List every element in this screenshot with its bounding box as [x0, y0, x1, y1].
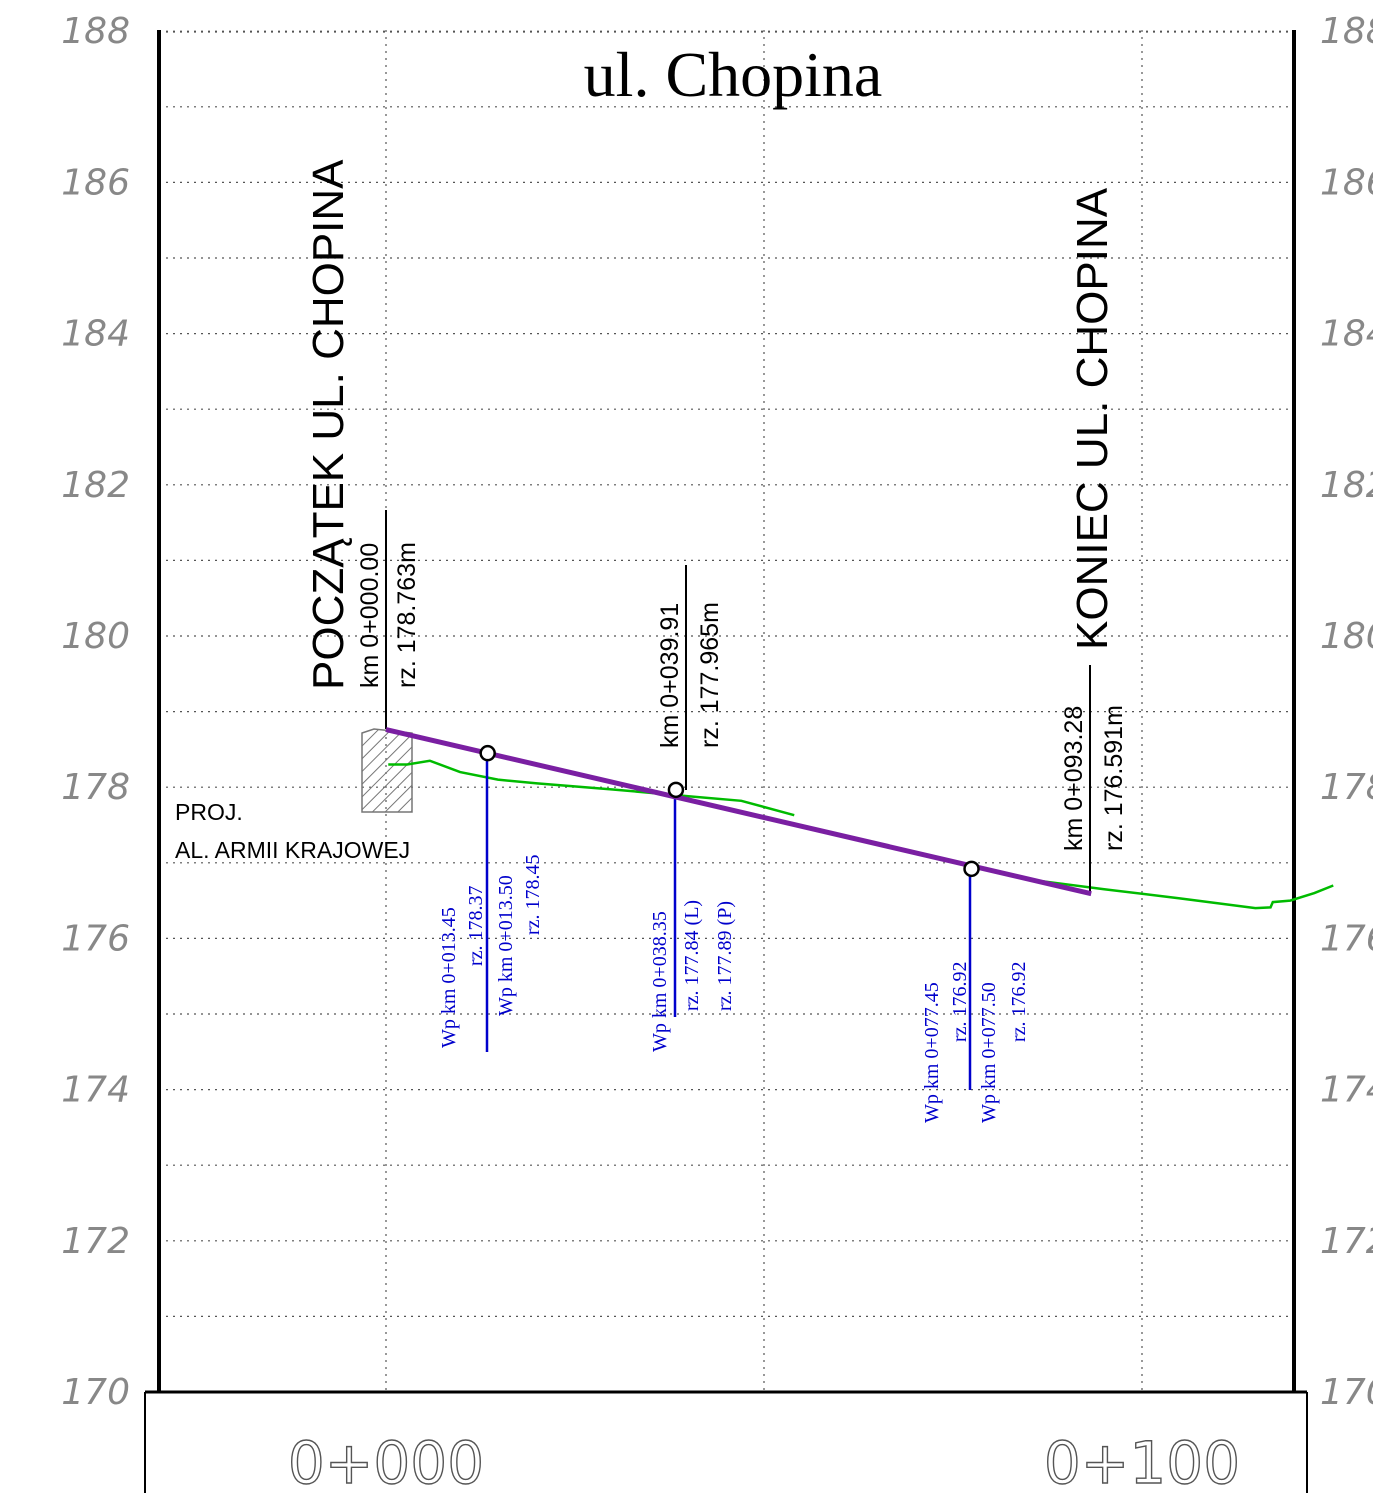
station-end-km: km 0+093.28 — [1060, 706, 1088, 851]
start-label: POCZĄTEK UL. CHOPINA — [304, 159, 353, 690]
well-3-label-2: rz. 176.92 — [949, 961, 971, 1042]
well-1-label-1: Wp km 0+013.45 — [438, 907, 460, 1048]
elevation-label-right-178: 178 — [1320, 767, 1373, 808]
well-1-label-3: Wp km 0+013.50 — [495, 875, 517, 1016]
station-start-rz: rz. 178.763m — [393, 542, 421, 688]
well-3-label-1: Wp km 0+077.45 — [921, 982, 943, 1123]
well-2-label-3: rz. 177.89 (P) — [714, 901, 736, 1011]
proj-label-line1: PROJ. — [175, 799, 243, 825]
elevation-label-188: 188 — [61, 11, 130, 52]
terrain-line-left — [388, 759, 795, 817]
elevation-label-176: 176 — [61, 918, 130, 959]
well-1-label-4: rz. 178.45 — [522, 854, 544, 935]
station-end-rz: rz. 176.591m — [1100, 705, 1128, 851]
well-1-label-2: rz. 178.37 — [465, 885, 487, 966]
elevation-labels-left: 170 172 174 176 178 180 182 184 186 188 — [61, 11, 130, 1413]
chainage-label-end: 0+100 — [1044, 1429, 1240, 1493]
elevation-label-172: 172 — [61, 1221, 130, 1262]
elevation-label-186: 186 — [61, 162, 130, 203]
elevation-label-right-182: 182 — [1320, 465, 1373, 506]
horizontal-grid — [159, 30, 1294, 1318]
elevation-label-right-184: 184 — [1320, 314, 1373, 355]
station-mid-km: km 0+039.91 — [656, 603, 684, 748]
well-points — [479, 744, 980, 878]
terrain-line-right — [1028, 878, 1334, 910]
end-label: KONIEC UL. CHOPINA — [1068, 187, 1117, 650]
elevation-label-182: 182 — [61, 465, 130, 506]
elevation-label-right-176: 176 — [1320, 918, 1373, 959]
elevation-label-right-186: 186 — [1320, 162, 1373, 203]
chainage-label-start: 0+000 — [288, 1429, 484, 1493]
junction-hatch — [361, 728, 413, 813]
elevation-labels-right: 170 172 174 176 178 180 182 184 186 188 — [1320, 11, 1373, 1413]
elevation-label-180: 180 — [61, 616, 130, 657]
elevation-label-right-188: 188 — [1320, 11, 1373, 52]
well-2-label-1: Wp km 0+038.35 — [649, 911, 671, 1052]
elevation-label-184: 184 — [61, 314, 130, 355]
elevation-label-right-170: 170 — [1320, 1372, 1373, 1413]
well-3-label-3: Wp km 0+077.50 — [978, 982, 1000, 1123]
elevation-label-right-174: 174 — [1320, 1070, 1373, 1111]
elevation-label-right-180: 180 — [1320, 616, 1373, 657]
proj-label-line2: AL. ARMII KRAJOWEJ — [175, 837, 410, 863]
elevation-label-174: 174 — [61, 1070, 130, 1111]
well-point-1 — [479, 744, 496, 762]
station-start-km: km 0+000.00 — [356, 543, 384, 688]
well-point-2 — [667, 781, 685, 799]
elevation-label-178: 178 — [61, 767, 130, 808]
well-point-3 — [963, 860, 980, 878]
profile-title: ul. Chopina — [584, 39, 883, 110]
elevation-label-right-172: 172 — [1320, 1221, 1373, 1262]
elevation-label-170: 170 — [61, 1372, 130, 1413]
well-2-label-2: rz. 177.84 (L) — [681, 900, 703, 1011]
well-3-label-4: rz. 176.92 — [1008, 961, 1030, 1042]
station-mid-rz: rz. 177.965m — [696, 602, 724, 748]
